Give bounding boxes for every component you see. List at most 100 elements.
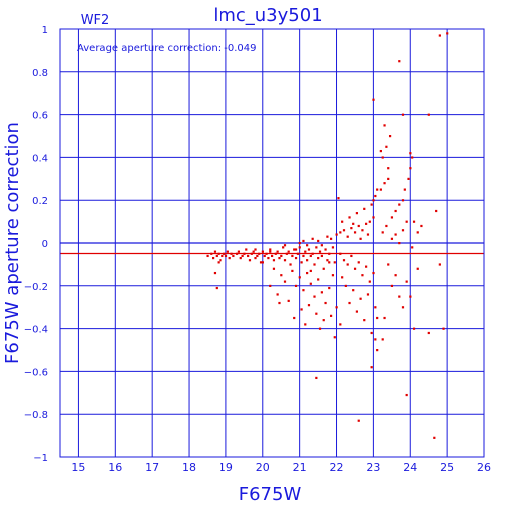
- data-point: [274, 252, 277, 255]
- data-point: [416, 231, 419, 234]
- data-point: [243, 252, 246, 255]
- data-point: [322, 319, 325, 322]
- data-point: [427, 113, 430, 116]
- data-point: [381, 156, 384, 159]
- plot-frame: [59, 28, 485, 458]
- data-point: [390, 237, 394, 240]
- data-point: [427, 331, 430, 335]
- data-point: [276, 293, 279, 296]
- data-point: [398, 60, 401, 63]
- data-point: [328, 252, 331, 255]
- data-point: [412, 327, 416, 330]
- data-point: [219, 259, 222, 262]
- data-point: [280, 254, 283, 258]
- data-point: [221, 254, 224, 258]
- data-point: [302, 239, 305, 243]
- data-point: [342, 259, 346, 262]
- data-point: [224, 254, 228, 258]
- data-point: [339, 231, 342, 234]
- data-point: [344, 284, 347, 287]
- data-point: [259, 261, 263, 264]
- data-point: [401, 306, 405, 309]
- x-tick-label: 25: [440, 461, 454, 474]
- data-point: [247, 254, 250, 258]
- data-point: [335, 233, 338, 236]
- data-point: [405, 280, 408, 283]
- data-point: [320, 244, 323, 247]
- data-point: [420, 224, 423, 228]
- x-tick-label: 15: [71, 461, 85, 474]
- data-point: [269, 284, 272, 287]
- data-point: [322, 267, 325, 270]
- data-point: [256, 254, 259, 258]
- data-point: [385, 224, 388, 228]
- data-point: [302, 289, 305, 292]
- data-point: [337, 197, 340, 200]
- data-point: [294, 284, 298, 287]
- data-point: [383, 124, 386, 127]
- data-point: [350, 254, 353, 258]
- y-tick-label: 1: [42, 25, 48, 36]
- data-point: [438, 263, 441, 266]
- data-point: [252, 250, 255, 253]
- data-point: [365, 222, 368, 225]
- data-point: [307, 248, 311, 251]
- data-point: [339, 252, 342, 255]
- data-point: [374, 306, 377, 309]
- data-point: [217, 252, 220, 255]
- data-point: [324, 248, 327, 251]
- data-point: [317, 256, 320, 260]
- data-point: [388, 135, 392, 138]
- data-point: [213, 271, 217, 275]
- data-point: [394, 233, 397, 236]
- data-point: [272, 259, 276, 262]
- data-point: [407, 177, 410, 180]
- data-point: [346, 235, 349, 238]
- data-point: [353, 231, 357, 234]
- data-point: [304, 323, 307, 326]
- data-point: [355, 212, 358, 215]
- data-point: [306, 244, 309, 247]
- data-point: [226, 250, 229, 253]
- data-point: [265, 252, 268, 255]
- y-tick-label: 0.4: [32, 153, 48, 164]
- data-point: [311, 252, 314, 255]
- data-point: [390, 284, 394, 287]
- data-point: [363, 207, 366, 210]
- x-tick-label: 16: [108, 461, 122, 474]
- x-tick-label: 24: [403, 461, 417, 474]
- data-point: [383, 182, 386, 185]
- data-point: [248, 259, 252, 262]
- data-point: [370, 203, 373, 206]
- data-point: [348, 216, 351, 219]
- data-point: [287, 299, 290, 302]
- data-point: [315, 312, 318, 315]
- data-point: [339, 323, 342, 326]
- data-point: [376, 188, 379, 191]
- y-tick-labels: 1 0.8 0.6 0.4 0.2 0 −0.2 −0.4 −0.6 −0.8 −1: [24, 25, 48, 464]
- data-point: [331, 274, 335, 277]
- data-point: [412, 220, 416, 223]
- data-point: [333, 336, 336, 339]
- data-point: [210, 252, 213, 255]
- data-point: [294, 256, 298, 260]
- data-point: [353, 267, 357, 270]
- data-point: [320, 291, 323, 294]
- y-tick-label: 0.6: [32, 111, 48, 122]
- data-point: [291, 269, 294, 273]
- y-tick-label: −0.6: [24, 367, 48, 378]
- data-point: [317, 239, 320, 243]
- y-axis-label: F675W aperture correction: [2, 122, 23, 364]
- data-point: [269, 250, 272, 253]
- y-tick-label: −1: [33, 453, 48, 464]
- data-point: [291, 254, 294, 258]
- data-point: [365, 265, 368, 268]
- data-point: [374, 338, 377, 341]
- data-points: [206, 32, 449, 439]
- data-point: [433, 436, 436, 439]
- reference-lines: [60, 242, 484, 255]
- data-point: [335, 306, 338, 309]
- data-point: [401, 113, 405, 116]
- data-point: [387, 263, 390, 266]
